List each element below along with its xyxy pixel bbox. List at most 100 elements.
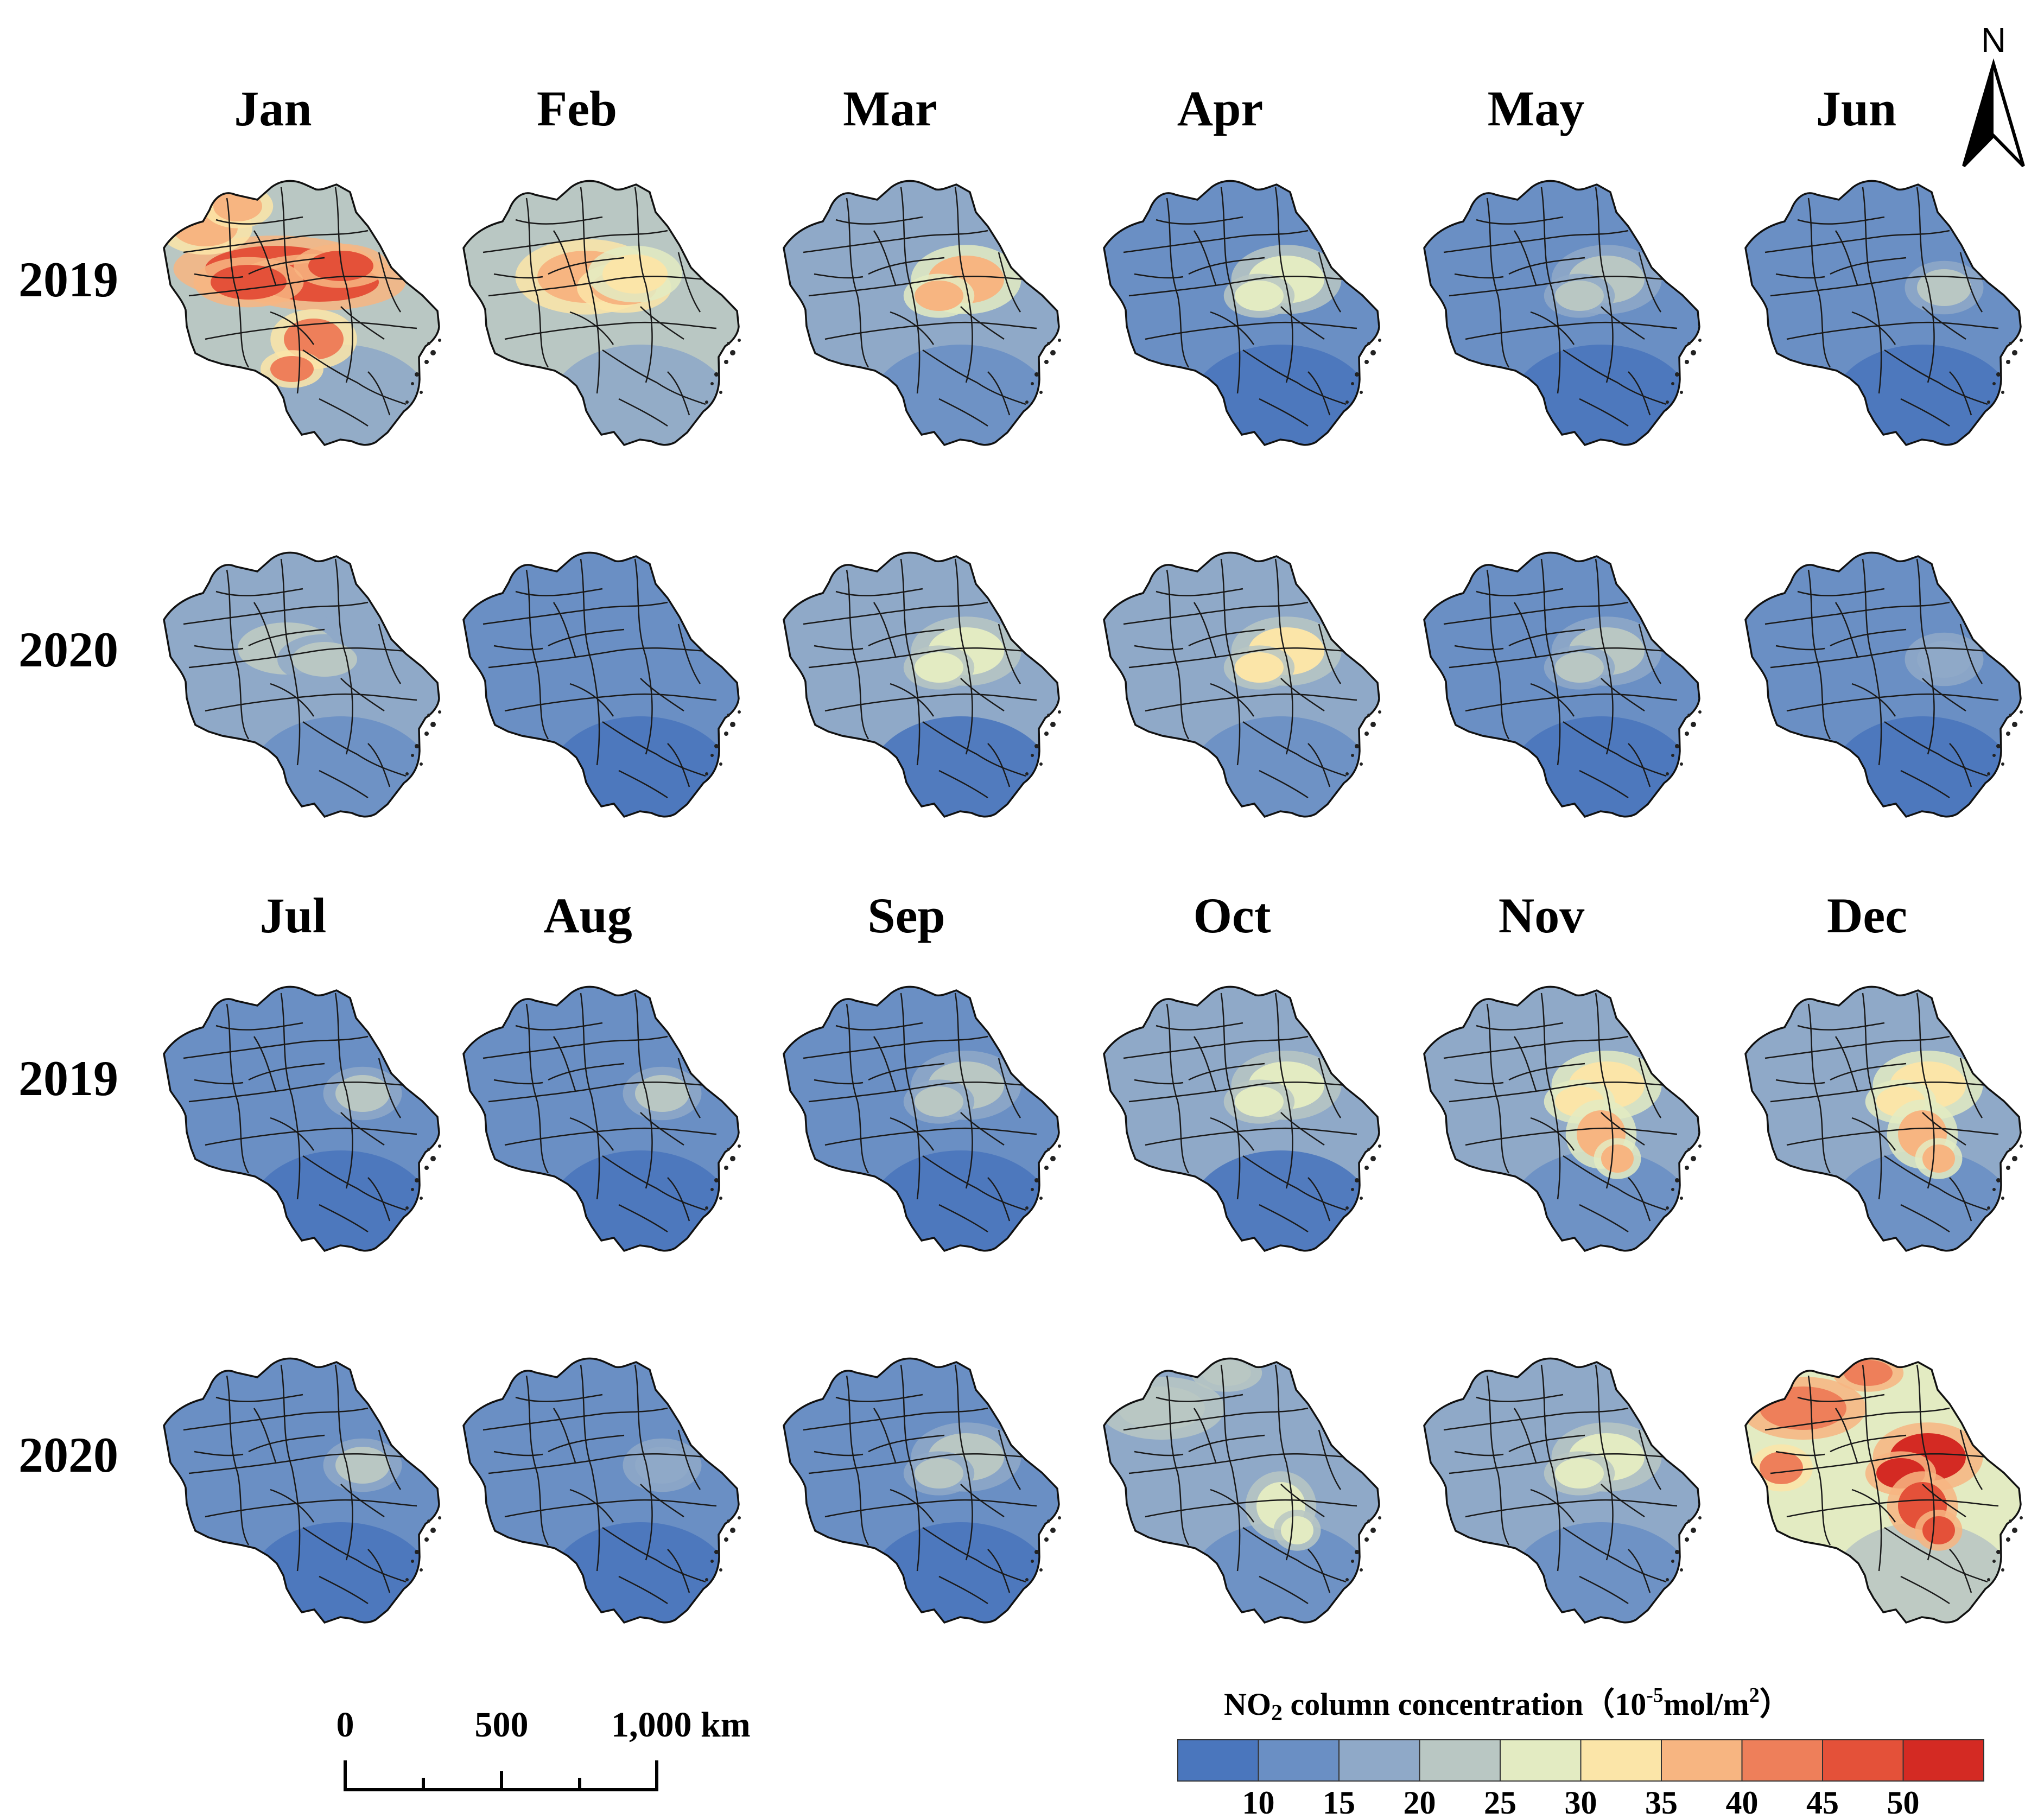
island-mark (438, 1144, 441, 1148)
island-mark (1360, 762, 1363, 766)
island-mark (411, 1188, 414, 1191)
island-mark (427, 1148, 430, 1151)
admin-boundary (1563, 1155, 1667, 1211)
admin-boundary (367, 1177, 391, 1222)
admin-boundary (835, 1022, 923, 1031)
island-mark (1996, 372, 2001, 377)
admin-boundary (1638, 252, 1662, 313)
legend-ticks: 10 15 20 25 30 35 40 45 50 (1242, 1785, 1920, 1819)
island-mark (724, 1166, 728, 1170)
island-mark (420, 762, 423, 766)
hotspot-core (1235, 1086, 1284, 1117)
admin-boundary (803, 1407, 988, 1431)
map-panel-sep-2019 (783, 985, 1061, 1252)
admin-boundary (1959, 252, 1983, 313)
island-mark (1031, 1560, 1034, 1563)
island-mark (1698, 710, 1702, 714)
admin-boundary (1540, 1364, 1561, 1572)
island-mark (705, 772, 708, 775)
admin-boundary (1797, 1394, 1885, 1402)
island-mark (1039, 1197, 1043, 1200)
admin-boundary (270, 683, 315, 717)
island-mark (710, 1560, 714, 1563)
admin-boundary (334, 1364, 353, 1561)
admin-boundary (1449, 1081, 1667, 1103)
hotspot-core (1235, 281, 1284, 311)
admin-boundary (340, 678, 385, 712)
admin-boundary (1628, 1549, 1651, 1593)
admin-boundary (319, 1575, 369, 1605)
admin-boundary (1834, 230, 1858, 285)
island-mark (427, 342, 430, 345)
legend-swatch (1500, 1739, 1582, 1782)
admin-boundary (1156, 1022, 1243, 1031)
admin-boundary (1465, 1127, 1678, 1146)
map-panel-jul-2020 (163, 1357, 441, 1624)
map-panel-mar-2020 (783, 551, 1061, 818)
month-label: Nov (1499, 888, 1584, 943)
admin-boundary (340, 1484, 385, 1518)
island-mark (724, 360, 728, 364)
island-mark (1034, 1178, 1039, 1182)
admin-boundary (1900, 1575, 1950, 1605)
admin-boundary (319, 1204, 369, 1233)
island-mark (1031, 382, 1034, 385)
admin-boundary (618, 398, 668, 427)
legend-swatch (1822, 1739, 1904, 1782)
admin-boundary (226, 569, 250, 740)
admin-boundary (1764, 230, 1950, 253)
admin-boundary (1916, 993, 1935, 1189)
admin-boundary (504, 1127, 717, 1146)
admin-boundary (1220, 187, 1241, 394)
admin-boundary (1454, 1079, 1504, 1085)
admin-boundary (1242, 349, 1347, 405)
admin-boundary (1851, 1489, 1896, 1523)
admin-boundary (1922, 1112, 1966, 1146)
island-mark (1025, 1206, 1029, 1210)
admin-boundary (954, 187, 973, 383)
island-mark (1675, 1178, 1679, 1182)
admin-boundary (1884, 721, 1988, 777)
admin-boundary (667, 743, 690, 787)
admin-boundary (1628, 743, 1651, 787)
legend-tick-label: 30 (1565, 1785, 1597, 1819)
admin-boundary (1830, 628, 1907, 647)
island-mark (710, 1188, 714, 1191)
admin-boundary (1465, 1499, 1678, 1518)
island-mark (2020, 1516, 2023, 1519)
island-mark (1996, 1178, 2001, 1182)
island-mark (1987, 400, 1990, 404)
island-mark (1370, 1156, 1376, 1161)
island-mark (2006, 360, 2010, 364)
island-mark (1355, 372, 1359, 377)
admin-boundary (1513, 602, 1537, 657)
island-mark (2020, 1144, 2023, 1148)
admin-boundary (1123, 1035, 1309, 1059)
admin-boundary (270, 311, 315, 345)
year-label: 2020 (18, 622, 118, 677)
island-mark (1680, 1568, 1683, 1572)
admin-boundary (873, 602, 897, 657)
admin-boundary (677, 624, 701, 684)
island-mark (1364, 732, 1369, 736)
month-labels-bottom: Jul Aug Sep Oct Nov Dec (260, 888, 1907, 943)
admin-boundary (378, 1058, 402, 1118)
island-mark (1680, 1197, 1683, 1200)
island-mark (427, 1519, 430, 1523)
admin-boundary (1922, 678, 1966, 712)
admin-boundary (814, 1451, 864, 1457)
admin-boundary (493, 1079, 543, 1085)
island-mark (719, 1568, 722, 1572)
admin-boundary (548, 257, 625, 275)
island-mark (438, 339, 441, 342)
island-mark (1671, 1188, 1674, 1191)
admin-boundary (1449, 275, 1667, 297)
admin-boundary (1563, 349, 1667, 405)
admin-boundary (1193, 230, 1217, 285)
month-label: Dec (1827, 888, 1907, 943)
island-mark (1687, 342, 1691, 345)
island-mark (1351, 1560, 1354, 1563)
admin-boundary (1486, 198, 1510, 368)
admin-boundary (194, 1451, 244, 1457)
island-mark (1047, 1519, 1050, 1523)
